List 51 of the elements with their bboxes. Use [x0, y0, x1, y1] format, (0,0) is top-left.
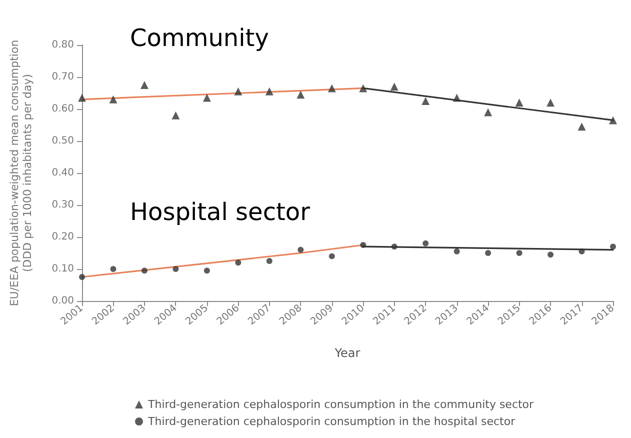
- point: [452, 94, 461, 102]
- point: [360, 242, 366, 248]
- y-tick-label: 0.60: [52, 104, 74, 114]
- point: [140, 81, 148, 89]
- point: [266, 258, 272, 264]
- point: [454, 248, 460, 254]
- point: [109, 95, 118, 104]
- point: [298, 246, 304, 253]
- annotation: Community: [130, 24, 269, 52]
- point: [422, 97, 430, 105]
- y-tick-label: 0.00: [52, 296, 74, 306]
- x-axis-title: Year: [334, 346, 360, 360]
- point: [390, 82, 398, 91]
- point: [235, 260, 242, 266]
- point: [578, 248, 585, 254]
- point: [202, 94, 211, 102]
- point: [172, 111, 180, 120]
- y-tick-label: 0.20: [52, 232, 74, 242]
- point: [609, 116, 617, 124]
- annotation: Hospital sector: [130, 198, 310, 226]
- y-tick-label: 0.30: [52, 200, 74, 210]
- point: [328, 84, 336, 92]
- y-tick-label: 0.70: [52, 72, 74, 82]
- point: [422, 240, 429, 246]
- point: [485, 250, 492, 256]
- point: [234, 87, 242, 96]
- point: [110, 266, 116, 272]
- point: [265, 87, 274, 96]
- point: [172, 266, 179, 272]
- point: [516, 250, 522, 256]
- point: [141, 268, 148, 274]
- point: [515, 98, 524, 107]
- point: [296, 90, 305, 99]
- y-tick-label: 0.80: [52, 40, 74, 50]
- point: [610, 244, 616, 250]
- point: [484, 108, 492, 116]
- point: [328, 253, 335, 260]
- point: [548, 252, 554, 258]
- point: [546, 98, 555, 107]
- point: [204, 268, 210, 274]
- point: [359, 84, 368, 92]
- legend-label: Third-generation cephalosporin consumption in the community sector: [147, 398, 534, 411]
- y-tick-label: 0.50: [52, 136, 74, 146]
- point: [79, 274, 85, 280]
- y-axis-title: EU/EEA population-weighted mean consumption (DDD per 1000 inhabitants per day): [8, 40, 34, 306]
- point: [578, 122, 586, 131]
- y-tick-label: 0.40: [52, 168, 74, 178]
- y-tick-label: 0.10: [52, 264, 74, 274]
- point: [78, 94, 86, 102]
- point: [391, 244, 398, 250]
- legend-label: Third-generation cephalosporin consumption in the hospital sector: [147, 415, 516, 428]
